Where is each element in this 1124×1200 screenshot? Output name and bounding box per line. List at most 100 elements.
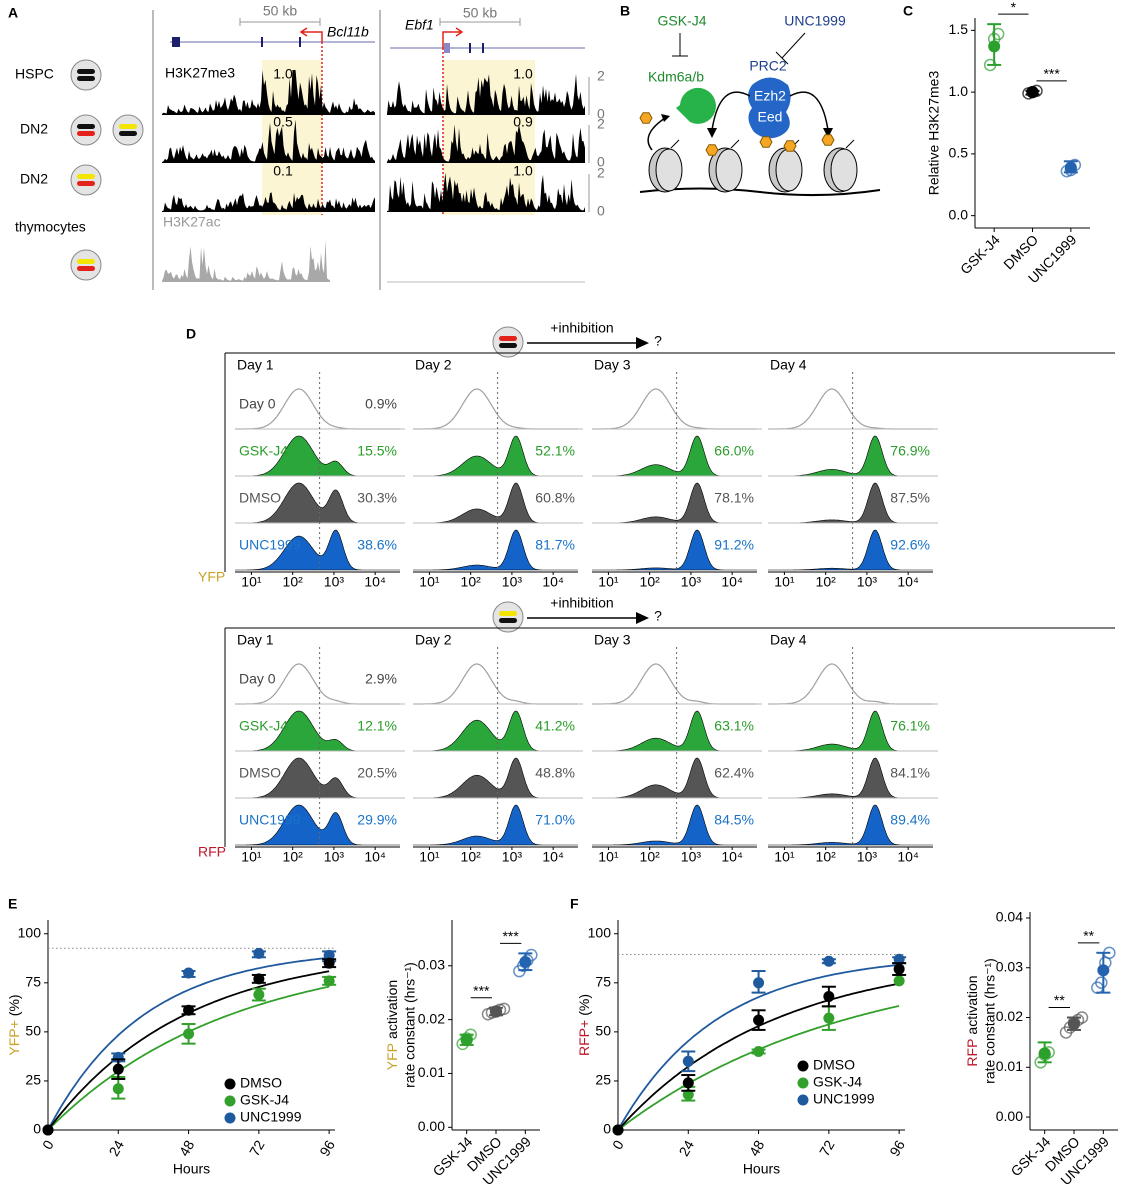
mark-label: H3K27ac — [163, 214, 221, 230]
x-tick-label: 0 — [39, 1137, 57, 1152]
percent-label: 63.1% — [714, 718, 754, 734]
histogram — [768, 804, 933, 846]
subunit: Eed — [758, 109, 783, 125]
histogram — [592, 529, 757, 571]
day-label: Day 4 — [770, 357, 807, 373]
y-tick-label: 0.0 — [949, 206, 969, 222]
y-tick-label: 50 — [25, 1023, 41, 1039]
mean-point — [988, 40, 1001, 53]
histogram — [235, 529, 400, 571]
data-point — [253, 989, 265, 1001]
data-point — [183, 1004, 195, 1016]
cell-icon — [70, 249, 102, 281]
mean-point — [490, 1005, 502, 1018]
allele-bar — [499, 618, 517, 623]
y-label-text: (%) — [576, 994, 592, 1016]
percent-label: 20.5% — [357, 765, 397, 781]
allele-bar — [499, 336, 517, 341]
mean-point — [1064, 161, 1077, 174]
methyl-mark — [705, 144, 719, 156]
x-tick-label: 10³ — [502, 849, 523, 865]
track-value: 0.5 — [273, 114, 293, 130]
mean-point — [460, 1034, 473, 1047]
inhibition — [775, 51, 789, 65]
row-label: HSPC — [15, 66, 54, 82]
histogram-outline — [413, 388, 578, 430]
x-tick-label: 10¹ — [598, 574, 619, 590]
day-label: Day 3 — [594, 357, 631, 373]
track-signal — [162, 192, 375, 212]
data-point — [253, 973, 265, 985]
data-point — [682, 1089, 694, 1101]
x-tick-label: 10² — [640, 849, 661, 865]
track-signal — [162, 70, 375, 115]
cell-icon — [112, 114, 144, 146]
percent-label: 29.9% — [357, 812, 397, 828]
y-tick-label: 75 — [595, 974, 611, 990]
histogram — [592, 804, 757, 846]
x-tick-label: 10³ — [681, 849, 702, 865]
track-axis-label: 2 — [597, 68, 605, 84]
y-tick-label: 50 — [595, 1023, 611, 1039]
data-point — [682, 1055, 694, 1067]
cell-icon — [492, 601, 524, 633]
percent-label: 78.1% — [714, 490, 754, 506]
fit-curve — [617, 964, 900, 1131]
gene-name: Bcl11b — [327, 24, 369, 40]
x-tick-label: 10¹ — [774, 849, 795, 865]
question-mark: ? — [654, 333, 662, 349]
y-label: rate constant (hrs⁻¹) — [982, 958, 998, 1084]
methyl-mark — [639, 112, 653, 124]
inhibition-label: +inhibition — [550, 595, 613, 611]
channel-label: YFP — [198, 569, 225, 585]
track-signal — [387, 73, 585, 115]
x-tick-label: 10¹ — [419, 849, 440, 865]
track-axis-label: 0 — [597, 154, 605, 170]
histone-tail — [670, 139, 680, 149]
data-point — [893, 963, 905, 975]
track-value: 0.1 — [273, 163, 293, 179]
x-label: Hours — [173, 1161, 210, 1177]
mean-point — [1097, 964, 1110, 977]
y-tick-label: 0 — [603, 1121, 611, 1137]
histogram-outline — [592, 663, 757, 705]
allele-bar — [77, 69, 95, 74]
percent-label: 15.5% — [357, 443, 397, 459]
legend-swatch — [797, 1077, 809, 1089]
legend-swatch — [224, 1078, 236, 1090]
y-tick-label: 0.00 — [996, 1108, 1023, 1124]
day-label: Day 2 — [415, 632, 452, 648]
allele-bar — [119, 131, 137, 136]
scale-label: 50 kb — [263, 3, 297, 19]
x-tick-label: 10² — [816, 574, 837, 590]
x-tick-label: 10² — [461, 574, 482, 590]
x-tick-label: 10⁴ — [542, 574, 564, 590]
condition-label: UNC1999 — [239, 812, 301, 828]
x-tick-label: 48 — [176, 1137, 198, 1159]
y-tick-label: 0.5 — [949, 145, 969, 161]
panel-label: D — [186, 326, 196, 342]
y-tick-label: 0.01 — [996, 1058, 1023, 1074]
day-label: Day 1 — [237, 357, 274, 373]
row-label: DN2 — [20, 121, 48, 137]
data-point — [323, 975, 335, 987]
x-tick-label: 10³ — [681, 574, 702, 590]
data-point — [253, 947, 265, 959]
histone-tail — [845, 139, 855, 149]
data-point — [682, 1077, 694, 1089]
significance: ** — [1054, 992, 1065, 1008]
data-point — [323, 949, 335, 961]
mean-point — [1068, 1017, 1080, 1030]
legend-swatch — [224, 1095, 236, 1107]
track-signal — [162, 119, 375, 163]
allele-bar — [499, 343, 517, 348]
percent-label: 60.8% — [535, 490, 575, 506]
mark-label: H3K27me3 — [165, 65, 235, 81]
inhibitor: UNC1999 — [784, 13, 846, 29]
channel-label: RFP — [198, 844, 226, 860]
panel-label: A — [8, 5, 18, 21]
histogram-outline — [768, 663, 933, 705]
replicate-point — [1095, 976, 1108, 989]
